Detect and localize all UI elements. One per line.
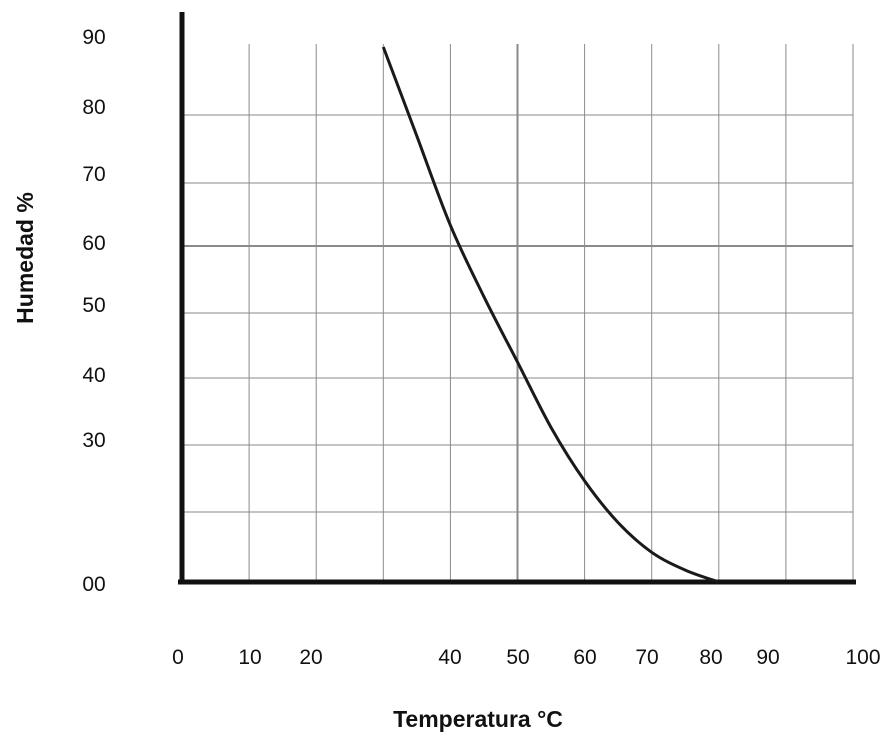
x-tick-label: 70 (635, 646, 658, 669)
y-tick-label: 40 (82, 364, 105, 387)
x-tick-label: 20 (299, 646, 322, 669)
grid (182, 44, 854, 582)
x-tick-label: 80 (699, 646, 722, 669)
y-tick-label: 00 (82, 573, 105, 596)
y-tick-label: 50 (82, 294, 105, 317)
y-tick-label: 80 (82, 96, 105, 119)
x-tick-label: 100 (845, 646, 880, 669)
y-tick-label: 90 (82, 26, 105, 49)
axes (178, 12, 856, 585)
y-tick-label: 70 (82, 163, 105, 186)
x-tick-label: 50 (506, 646, 529, 669)
y-axis-title: Humedad % (12, 192, 38, 324)
x-tick-label: 40 (438, 646, 461, 669)
humidity-curve (381, 46, 720, 584)
x-axis-title: Temperatura °C (393, 706, 563, 732)
x-tick-label: 10 (238, 646, 261, 669)
x-tick-label: 60 (573, 646, 596, 669)
x-tick-labels: 0 10 20 40 50 60 70 80 90 100 (172, 646, 880, 669)
series (381, 46, 720, 584)
y-tick-labels: 00 30 40 50 60 70 80 90 (82, 26, 105, 596)
y-tick-label: 60 (82, 232, 105, 255)
x-tick-label: 90 (756, 646, 779, 669)
x-tick-label: 0 (172, 646, 184, 669)
y-tick-label: 30 (82, 429, 105, 452)
